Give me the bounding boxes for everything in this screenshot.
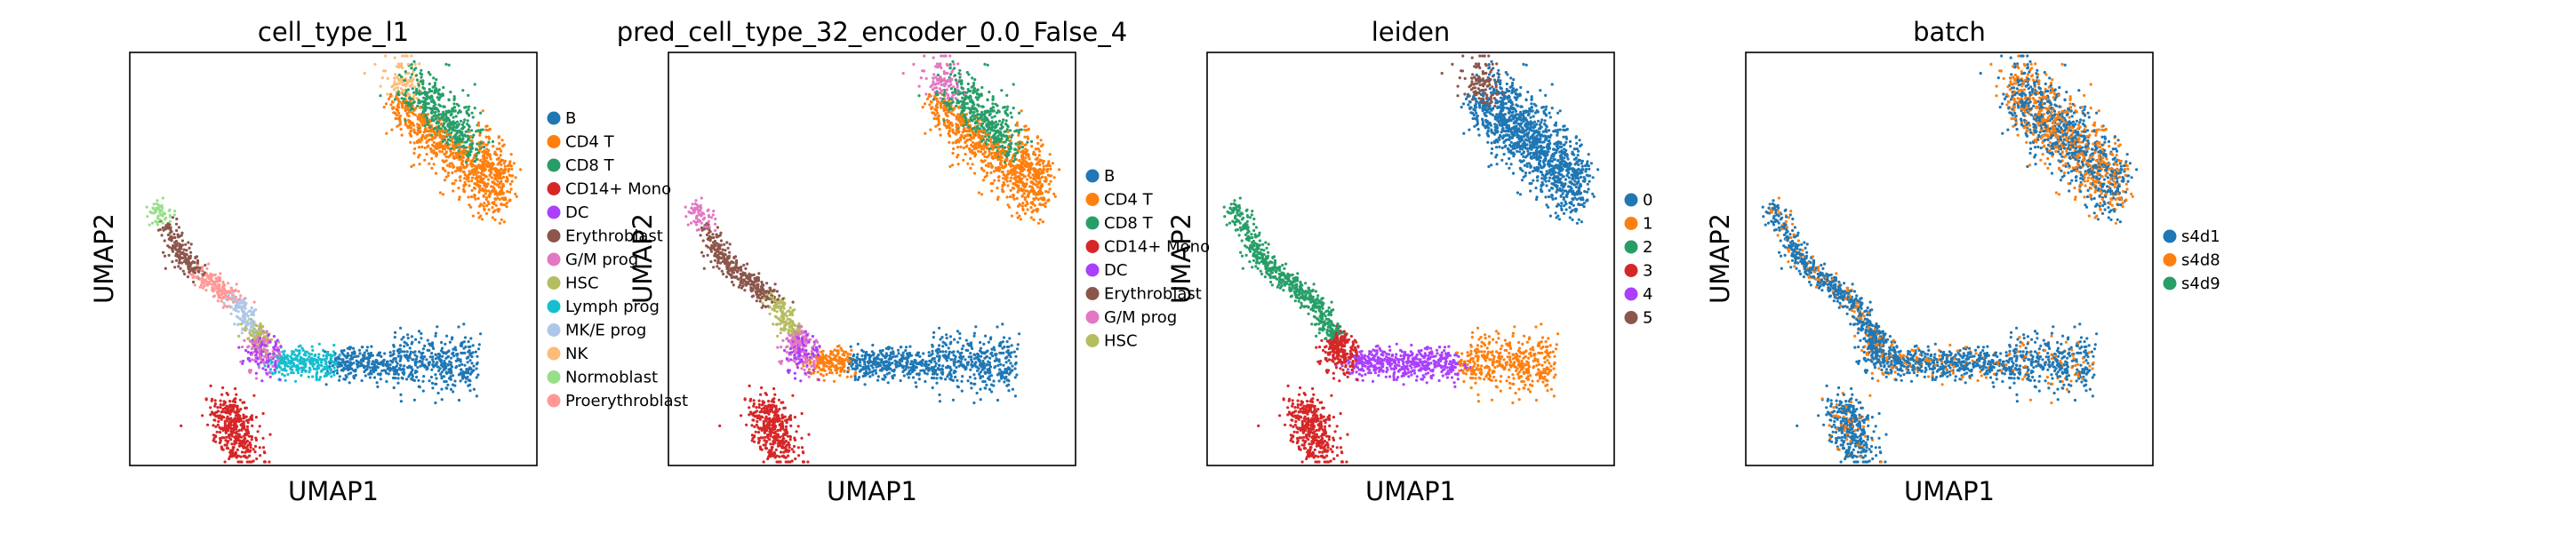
legend-marker: [548, 112, 561, 125]
legend-label: B: [1104, 167, 1115, 186]
legend-marker: [1086, 170, 1100, 183]
legend-label: MK/E prog: [565, 322, 646, 340]
chart-title: pred_cell_type_32_encoder_0.0_False_4: [617, 17, 1127, 47]
legend-marker: [1086, 193, 1100, 206]
legend-marker: [548, 276, 561, 290]
legend-marker: [1625, 311, 1638, 324]
legend: 0 1 2 3 4 5: [1625, 191, 1653, 328]
legend-label: DC: [565, 203, 588, 222]
x-axis-label: UMAP1: [827, 476, 917, 506]
legend: s4d1 s4d8 s4d9: [2164, 227, 2220, 293]
y-axis-label: UMAP2: [89, 213, 119, 304]
scatter-points: [684, 54, 1061, 463]
legend-marker: [1625, 288, 1638, 301]
legend-marker: [548, 229, 561, 243]
legend-marker: [548, 253, 561, 266]
legend-label: CD4 T: [565, 133, 615, 152]
legend-marker: [2164, 277, 2177, 290]
legend-marker: [1086, 334, 1100, 347]
x-axis-label: UMAP1: [1904, 476, 1995, 506]
legend-marker: [1086, 264, 1100, 277]
legend-marker: [1625, 217, 1638, 230]
legend-label: CD8 T: [1104, 214, 1154, 233]
legend-label: B: [565, 109, 576, 128]
y-axis-label: UMAP2: [1705, 213, 1735, 304]
legend-marker: [1086, 217, 1100, 230]
legend-label: DC: [1104, 261, 1127, 280]
legend-label: 4: [1643, 285, 1652, 304]
legend-label: HSC: [565, 274, 599, 293]
legend-label: G/M prog: [1104, 308, 1177, 327]
legend-label: s4d8: [2181, 251, 2220, 270]
legend-marker: [548, 347, 561, 361]
legend-marker: [548, 300, 561, 314]
legend-label: CD4 T: [1104, 191, 1154, 210]
scatter-points: [146, 54, 523, 463]
panel-batch: batch UMAP1 UMAP2 s4d1 s4d8 s4d9: [1705, 17, 2220, 506]
legend-label: s4d1: [2181, 227, 2220, 246]
legend-marker: [548, 159, 561, 172]
legend-label: NK: [565, 345, 588, 363]
scatter-points: [1762, 54, 2139, 463]
legend-marker: [1086, 287, 1100, 300]
legend-label: s4d9: [2181, 274, 2220, 293]
legend-marker: [548, 370, 561, 384]
panel-pred-cell-type: pred_cell_type_32_encoder_0.0_False_4 UM…: [617, 17, 1210, 506]
scatter-points-layer: [146, 54, 2139, 463]
legend-label: HSC: [1104, 332, 1138, 351]
legend-marker: [548, 394, 561, 408]
legend-label: 2: [1643, 238, 1652, 257]
legend-marker: [1625, 194, 1638, 207]
y-axis-label: UMAP2: [1166, 213, 1196, 304]
legend-marker: [1625, 264, 1638, 277]
legend-label: 1: [1643, 215, 1652, 234]
legend-label: 5: [1643, 309, 1652, 328]
scatter-points: [1223, 54, 1600, 463]
legend-marker: [548, 323, 561, 337]
chart-title: batch: [1913, 17, 1986, 47]
legend-marker: [548, 135, 561, 148]
legend-marker: [1086, 311, 1100, 324]
legend-label: Normoblast: [565, 369, 658, 387]
panel-leiden: leiden UMAP1 UMAP2 0 1 2 3 4 5: [1166, 17, 1652, 506]
legend-label: 0: [1643, 191, 1652, 210]
legend-marker: [548, 182, 561, 195]
y-axis-label: UMAP2: [628, 213, 658, 304]
chart-title: cell_type_l1: [258, 17, 409, 47]
chart-title: leiden: [1372, 17, 1451, 47]
legend-marker: [2164, 253, 2177, 266]
legend-label: 3: [1643, 262, 1652, 281]
legend-marker: [548, 206, 561, 219]
legend-label: CD14+ Mono: [565, 180, 671, 199]
legend-marker: [2164, 230, 2177, 243]
x-axis-label: UMAP1: [1365, 476, 1456, 506]
legend-label: CD8 T: [565, 156, 615, 175]
legend-label: Proerythroblast: [565, 392, 688, 410]
x-axis-label: UMAP1: [288, 476, 379, 506]
legend-marker: [1086, 240, 1100, 253]
legend-marker: [1625, 241, 1638, 254]
